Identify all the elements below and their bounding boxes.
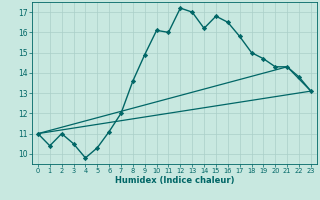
X-axis label: Humidex (Indice chaleur): Humidex (Indice chaleur) [115,176,234,185]
